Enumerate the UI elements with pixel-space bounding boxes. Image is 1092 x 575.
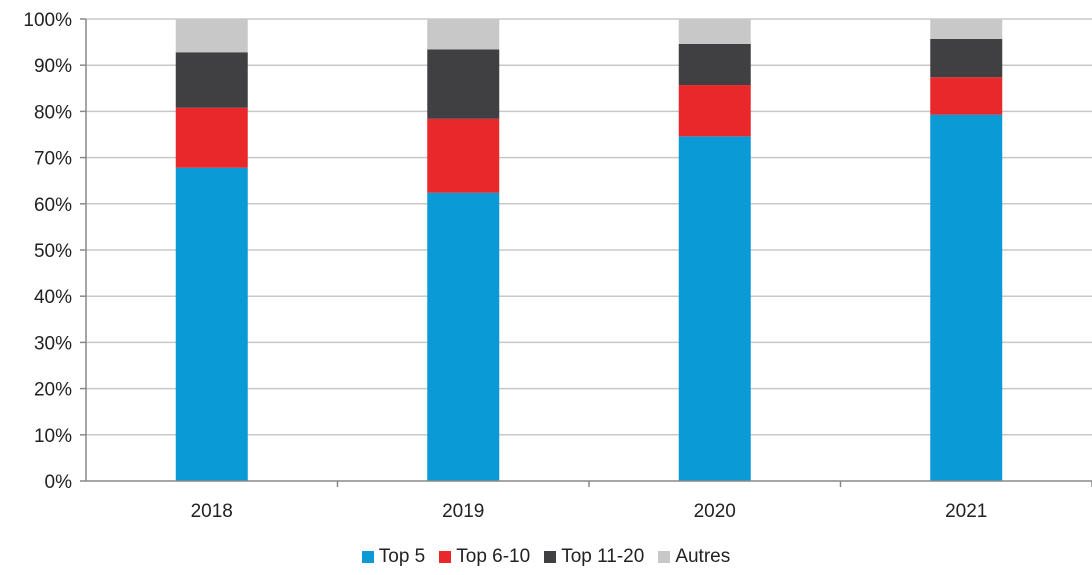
bar-segment-autres-2018	[175, 19, 248, 53]
stacked-bar-chart: 0%10%20%30%40%50%60%70%80%90%100% 2018 20…	[23, 10, 1092, 522]
legend-item: Top 11-20	[544, 546, 644, 568]
bar-segment-autres-2021	[930, 19, 1003, 39]
legend-swatch	[361, 551, 374, 563]
y-tick-label: 60%	[34, 195, 72, 216]
y-tick-label: 30%	[34, 333, 72, 354]
y-tick-label: 50%	[34, 241, 72, 262]
y-tick-label: 90%	[34, 56, 72, 77]
y-tick-label: 40%	[34, 287, 72, 308]
y-tick-label: 10%	[34, 426, 72, 447]
legend-swatch	[439, 551, 452, 563]
bar-segment-top-6-10-2020	[678, 85, 751, 137]
x-axis-ticks: 2018 2019 2020 2021	[191, 481, 1092, 522]
bar-segment-top-11-20-2018	[175, 52, 248, 108]
legend-item: Top 5	[361, 546, 426, 568]
legend-label: Top 11-20	[561, 546, 645, 567]
legend-item: Autres	[658, 546, 730, 568]
bar-segment-autres-2019	[427, 19, 500, 50]
bars	[175, 19, 1003, 481]
bar-segment-top-6-10-2019	[427, 118, 500, 193]
legend-item: Top 6-10	[439, 546, 530, 568]
grid-lines	[86, 18, 1092, 436]
legend-swatch	[658, 551, 671, 563]
y-tick-label: 0%	[45, 472, 73, 493]
legend: Top 5 Top 6-10 Top 11-20 Autres	[0, 546, 1092, 568]
legend-label: Autres	[675, 546, 731, 567]
bar-segment-top-11-20-2019	[427, 49, 500, 119]
bar-segment-top-5-2020	[678, 136, 751, 481]
bar-segment-top-5-2021	[930, 114, 1003, 481]
bar-segment-top-6-10-2021	[930, 77, 1003, 115]
bar-segment-top-11-20-2021	[930, 38, 1003, 78]
bar-segment-autres-2020	[678, 19, 751, 44]
y-tick-label: 80%	[34, 102, 72, 123]
legend-swatch	[544, 551, 557, 563]
bar-segment-top-5-2019	[427, 192, 500, 481]
x-tick-label: 2018	[191, 501, 233, 522]
y-axis-ticks: 0% 10% 20% 30% 40% 50% 60% 70% 80% 90% 100%	[23, 10, 86, 493]
legend-label: Top 6-10	[456, 546, 531, 567]
bar-segment-top-11-20-2020	[678, 43, 751, 86]
x-tick-label: 2021	[945, 501, 987, 522]
x-tick-label: 2020	[694, 501, 736, 522]
y-tick-label: 20%	[34, 380, 72, 401]
x-tick-label: 2019	[442, 501, 484, 522]
y-tick-label: 70%	[34, 149, 72, 170]
legend-label: Top 5	[378, 546, 426, 567]
y-tick-label: 100%	[23, 10, 72, 31]
bar-segment-top-5-2018	[175, 167, 248, 481]
bar-segment-top-6-10-2018	[175, 107, 248, 168]
